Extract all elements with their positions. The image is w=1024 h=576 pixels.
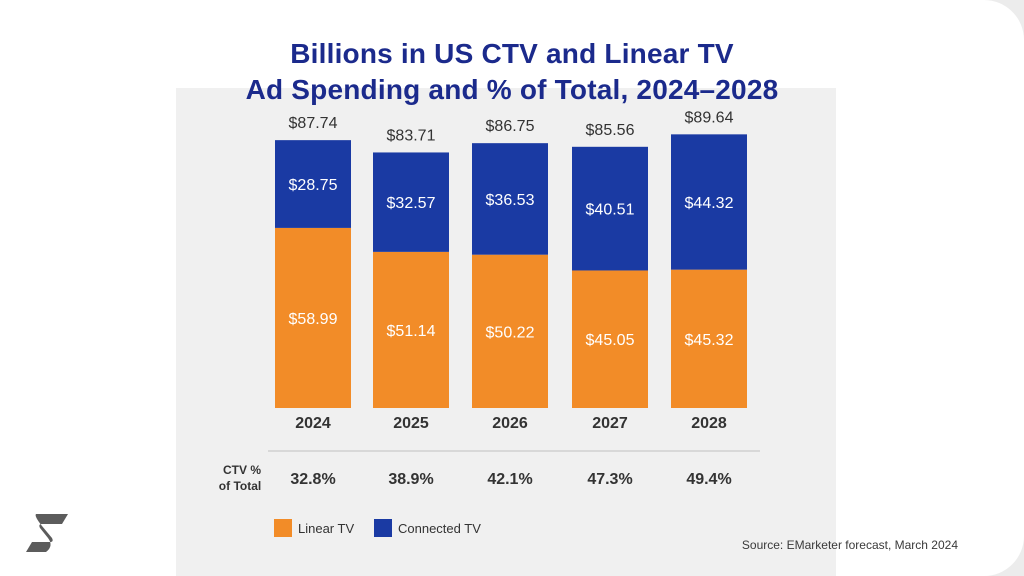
- legend-connected-tv-label: Connected TV: [398, 521, 481, 536]
- data-label-linear-2027: $45.05: [586, 332, 635, 349]
- data-label-ctv-2027: $40.51: [586, 202, 635, 219]
- bar-connected-tv-2026: [472, 143, 548, 255]
- chart-title-line-1: Billions in US CTV and Linear TV: [290, 38, 734, 69]
- x-tick-label-2028: 2028: [691, 415, 727, 432]
- bar-linear-tv-2025: [373, 251, 449, 408]
- ctv-share-2027: 47.3%: [587, 471, 632, 488]
- data-label-ctv-2024: $28.75: [289, 177, 338, 194]
- bar-connected-tv-2024: [275, 140, 351, 228]
- chart-title: Billions in US CTV and Linear TV Ad Spen…: [0, 36, 1024, 108]
- bar-linear-tv-2024: [275, 227, 351, 408]
- bar-linear-tv-2028: [671, 269, 747, 408]
- data-label-linear-2024: $58.99: [289, 311, 338, 328]
- legend-linear-tv-swatch: [274, 519, 292, 537]
- bar-linear-tv-2026: [472, 254, 548, 408]
- legend-linear-tv-label: Linear TV: [298, 521, 354, 536]
- data-label-linear-2025: $51.14: [387, 323, 436, 340]
- ctv-share-2025: 38.9%: [388, 471, 433, 488]
- bar-linear-tv-2027: [572, 270, 648, 408]
- x-tick-label-2025: 2025: [393, 415, 429, 432]
- bar-connected-tv-2025: [373, 152, 449, 252]
- legend-connected-tv-swatch: [374, 519, 392, 537]
- chart-title-line-2: Ad Spending and % of Total, 2024–2028: [245, 74, 779, 105]
- total-label-2027: $85.56: [586, 122, 635, 139]
- ctv-share-2024: 32.8%: [290, 471, 335, 488]
- x-tick-label-2024: 2024: [295, 415, 331, 432]
- x-tick-label-2027: 2027: [592, 415, 628, 432]
- ctv-share-2028: 49.4%: [686, 471, 731, 488]
- ctv-share-row-label-2: of Total: [219, 479, 261, 493]
- brand-logo-icon: [26, 514, 68, 552]
- data-label-ctv-2028: $44.32: [685, 195, 734, 212]
- total-label-2024: $87.74: [289, 115, 338, 132]
- ctv-share-2026: 42.1%: [487, 471, 532, 488]
- bar-connected-tv-2027: [572, 146, 648, 271]
- data-label-ctv-2026: $36.53: [486, 192, 535, 209]
- ctv-share-row-label: CTV %: [223, 463, 261, 477]
- x-tick-label-2026: 2026: [492, 415, 528, 432]
- total-label-2025: $83.71: [387, 127, 436, 144]
- data-label-linear-2026: $50.22: [486, 324, 535, 341]
- bar-connected-tv-2028: [671, 134, 747, 270]
- source-note: Source: EMarketer forecast, March 2024: [741, 538, 958, 552]
- total-label-2026: $86.75: [486, 118, 535, 135]
- data-label-ctv-2025: $32.57: [387, 195, 436, 212]
- data-label-linear-2028: $45.32: [685, 332, 734, 349]
- total-label-2028: $89.64: [685, 109, 734, 126]
